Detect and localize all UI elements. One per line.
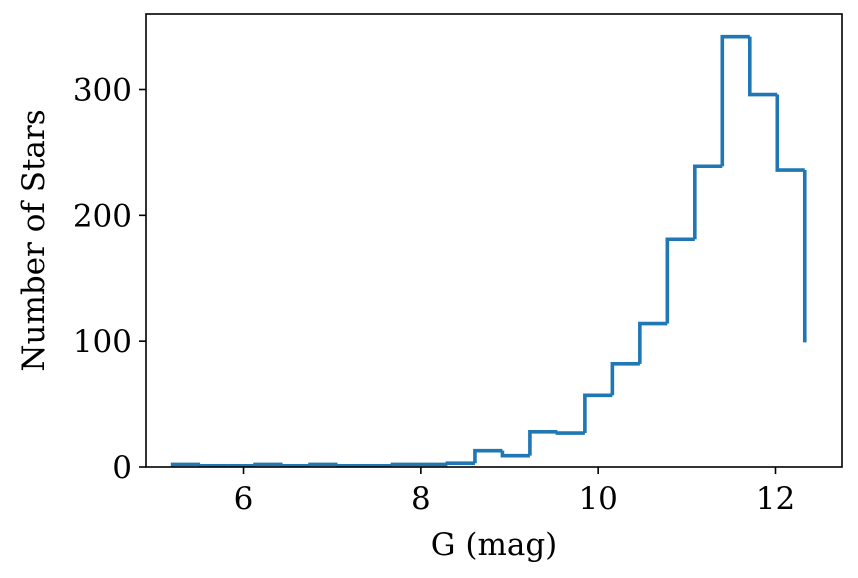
x-axis: 6 8 10 12	[234, 467, 795, 517]
x-tick-label: 12	[756, 481, 795, 517]
histogram-bin	[390, 462, 420, 467]
histogram-bin	[720, 34, 750, 167]
histogram-bin	[747, 36, 778, 97]
histogram-bin	[775, 94, 805, 172]
y-axis-label: Number of Stars	[16, 109, 52, 371]
histogram-bin	[583, 393, 613, 434]
y-axis: 0 100 200 300	[73, 73, 146, 486]
histogram-bin	[528, 429, 558, 456]
histogram-bin	[665, 237, 695, 324]
histogram-bin	[280, 463, 311, 468]
plot-area	[145, 13, 843, 468]
histogram-bin	[693, 164, 723, 240]
histogram-bin	[308, 462, 338, 467]
histogram-bin	[198, 463, 228, 468]
plot-frame	[145, 13, 843, 468]
x-tick-label: 8	[411, 481, 431, 517]
histogram-bin	[170, 462, 201, 467]
x-tick-label: 10	[578, 481, 617, 517]
y-tick-label: 0	[112, 450, 132, 486]
y-tick-label: 200	[73, 198, 132, 234]
histogram-bin	[253, 462, 283, 467]
x-axis-label: G (mag)	[431, 527, 558, 563]
histogram-bin	[500, 450, 530, 458]
y-tick-label: 100	[73, 324, 132, 360]
histogram-bin	[473, 448, 503, 464]
histogram-bin	[610, 362, 640, 396]
histogram-bin	[555, 431, 585, 435]
histogram-bin	[335, 463, 365, 468]
histogram-bin	[638, 321, 668, 364]
histogram-bin	[445, 461, 475, 466]
x-tick-label: 6	[234, 481, 254, 517]
y-tick-label: 300	[73, 73, 132, 109]
